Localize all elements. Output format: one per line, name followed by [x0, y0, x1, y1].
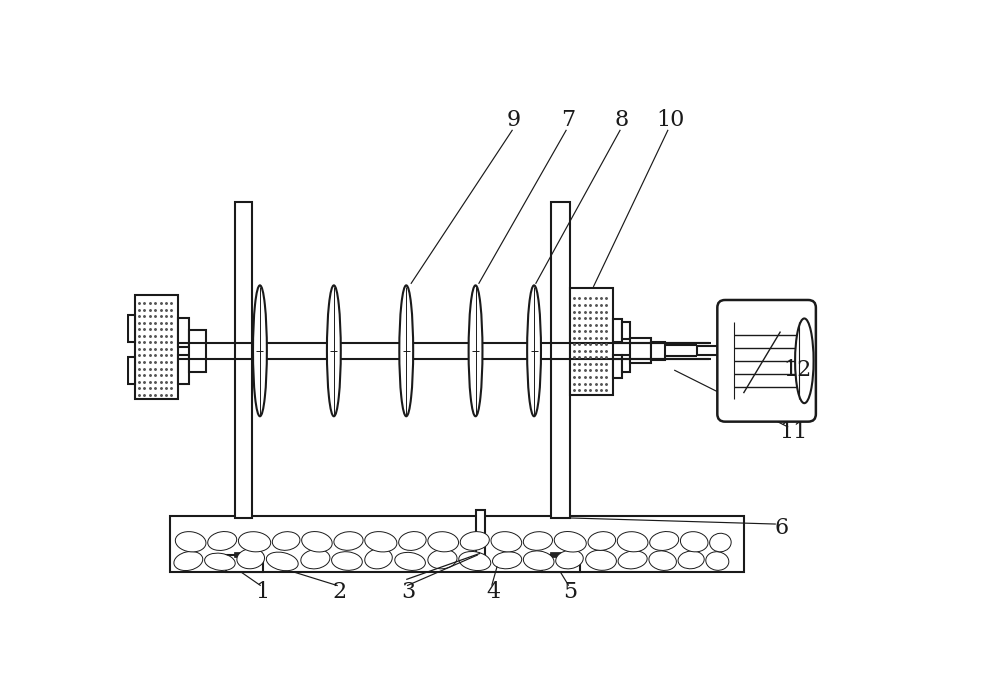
Ellipse shape [238, 531, 271, 552]
Text: 9: 9 [507, 109, 521, 131]
Ellipse shape [302, 531, 332, 552]
Ellipse shape [395, 553, 425, 570]
Bar [235, 202, 252, 518]
Ellipse shape [175, 531, 206, 552]
Text: 7: 7 [561, 109, 575, 131]
Text: 4: 4 [486, 581, 500, 603]
Bar [651, 341, 665, 360]
Bar [178, 317, 189, 347]
Bar [570, 289, 613, 395]
Bar [178, 355, 189, 384]
FancyBboxPatch shape [717, 300, 816, 421]
Ellipse shape [588, 531, 616, 551]
Bar [613, 355, 622, 378]
Bar [550, 552, 561, 557]
Ellipse shape [399, 531, 426, 551]
Bar [551, 202, 570, 518]
Ellipse shape [795, 319, 814, 403]
Text: 10: 10 [656, 109, 685, 131]
Ellipse shape [649, 551, 676, 570]
Ellipse shape [586, 550, 616, 570]
Ellipse shape [650, 531, 679, 551]
Text: 11: 11 [779, 421, 808, 443]
Ellipse shape [332, 552, 362, 570]
Bar [630, 339, 651, 363]
Ellipse shape [253, 285, 267, 417]
Ellipse shape [523, 531, 553, 551]
Ellipse shape [527, 285, 541, 417]
Ellipse shape [678, 551, 704, 569]
Ellipse shape [334, 531, 363, 551]
Bar [697, 346, 720, 356]
Ellipse shape [174, 551, 203, 570]
Bar [170, 516, 744, 572]
Ellipse shape [618, 551, 647, 569]
Bar [476, 510, 485, 555]
Bar [542, 555, 580, 572]
Ellipse shape [469, 285, 482, 417]
Text: 5: 5 [563, 581, 577, 603]
Text: 8: 8 [615, 109, 629, 131]
Ellipse shape [399, 285, 413, 417]
Ellipse shape [365, 549, 392, 569]
Ellipse shape [428, 549, 457, 569]
Ellipse shape [327, 285, 341, 417]
Ellipse shape [523, 551, 554, 570]
Ellipse shape [710, 534, 731, 552]
Bar [128, 357, 135, 384]
Bar [189, 330, 206, 372]
Ellipse shape [208, 531, 237, 551]
Bar [234, 552, 245, 557]
Ellipse shape [272, 531, 300, 551]
Ellipse shape [554, 531, 586, 552]
Ellipse shape [266, 552, 298, 570]
Ellipse shape [706, 552, 729, 570]
Ellipse shape [459, 551, 491, 570]
Text: 3: 3 [401, 581, 416, 603]
Ellipse shape [205, 553, 235, 570]
Ellipse shape [680, 531, 708, 552]
Text: 12: 12 [783, 359, 812, 381]
Bar [622, 355, 630, 371]
Ellipse shape [301, 549, 330, 569]
Bar [128, 315, 135, 341]
Bar [613, 319, 622, 342]
Ellipse shape [617, 531, 648, 552]
Text: 1: 1 [255, 581, 269, 603]
Ellipse shape [493, 552, 522, 569]
Text: 6: 6 [775, 517, 789, 539]
Ellipse shape [365, 531, 397, 552]
Ellipse shape [491, 531, 522, 552]
Ellipse shape [428, 531, 459, 552]
Bar [135, 295, 178, 399]
Text: 2: 2 [332, 581, 346, 603]
Ellipse shape [237, 549, 265, 569]
Ellipse shape [556, 550, 583, 569]
Bar [622, 322, 630, 339]
Ellipse shape [460, 531, 489, 551]
Bar [226, 555, 263, 572]
